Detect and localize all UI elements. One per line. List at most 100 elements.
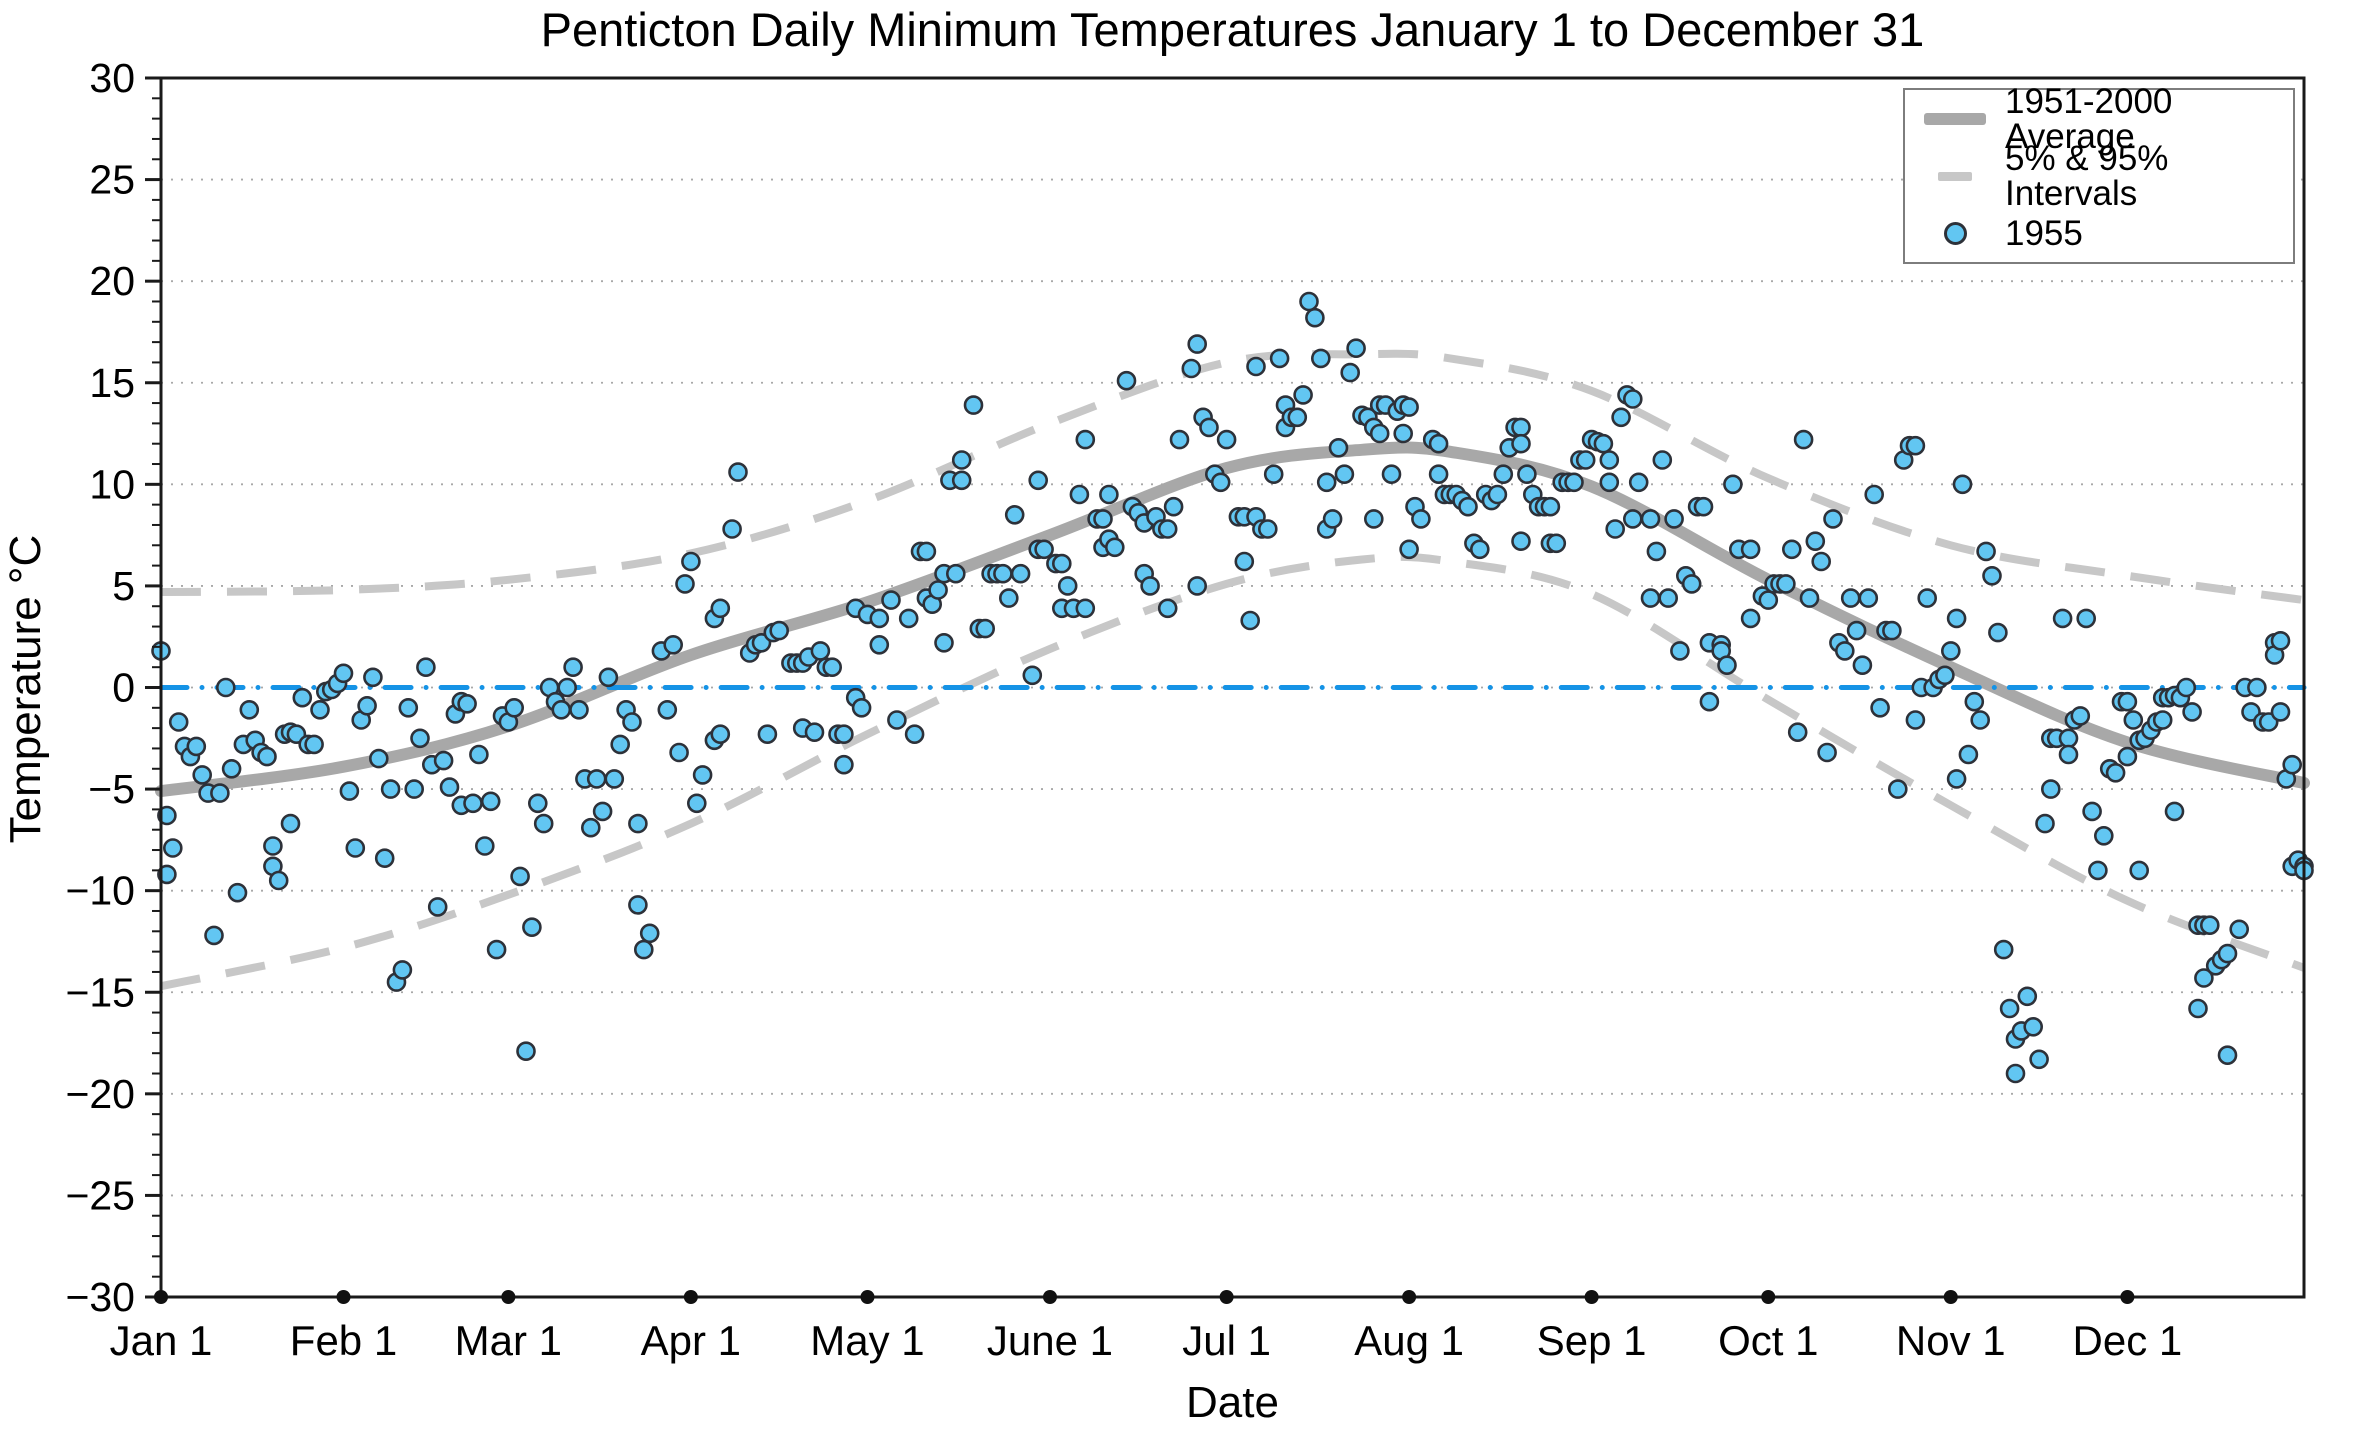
legend-item-1955: 1955 bbox=[1905, 205, 2293, 261]
data-point bbox=[1399, 397, 1419, 417]
data-point bbox=[834, 724, 854, 745]
data-point bbox=[1693, 496, 1714, 517]
y-tick-label: 25 bbox=[89, 157, 135, 203]
data-point bbox=[1811, 551, 1831, 572]
y-tick-label: 20 bbox=[89, 258, 135, 304]
data-point bbox=[1758, 590, 1779, 610]
data-point bbox=[227, 882, 248, 903]
data-point bbox=[463, 793, 483, 814]
legend-label: 1951-2000 Average bbox=[2005, 82, 2173, 156]
data-point bbox=[1511, 531, 1531, 552]
data-point bbox=[1658, 588, 1678, 608]
data-point bbox=[516, 1041, 536, 1061]
data-point bbox=[1870, 697, 1890, 718]
x-axis-label: Date bbox=[1186, 1378, 1279, 1427]
data-point bbox=[692, 765, 713, 785]
data-point bbox=[2217, 1045, 2238, 1065]
data-point bbox=[1305, 307, 1325, 328]
data-point bbox=[1210, 472, 1231, 493]
data-point bbox=[157, 864, 177, 885]
x-tick-label: May 1 bbox=[810, 1317, 924, 1364]
data-point bbox=[1399, 539, 1419, 560]
data-point bbox=[1864, 484, 1884, 505]
data-point bbox=[669, 742, 689, 763]
data-point bbox=[834, 754, 854, 775]
month-tick-dot bbox=[501, 1290, 516, 1304]
data-point bbox=[2029, 1049, 2049, 1070]
data-point bbox=[2247, 677, 2267, 698]
data-point bbox=[1646, 541, 1667, 562]
month-tick-dot bbox=[336, 1290, 351, 1304]
data-point bbox=[163, 838, 183, 858]
data-point bbox=[769, 620, 790, 641]
data-point bbox=[1511, 433, 1531, 454]
data-point bbox=[192, 765, 212, 785]
data-point bbox=[1787, 722, 1808, 743]
data-point bbox=[1105, 537, 1125, 558]
data-point bbox=[945, 563, 966, 584]
month-tick-dot bbox=[1761, 1290, 1776, 1304]
interval-line bbox=[160, 349, 2305, 605]
data-point bbox=[1605, 519, 1625, 539]
data-point bbox=[963, 395, 984, 415]
data-point bbox=[410, 728, 430, 749]
data-point bbox=[480, 791, 501, 812]
average-line-swatch bbox=[1905, 113, 2005, 125]
data-point bbox=[398, 697, 419, 718]
y-tick-label: 30 bbox=[89, 55, 135, 101]
x-tick-label: Sep 1 bbox=[1537, 1317, 1647, 1364]
data-point bbox=[1393, 423, 1413, 444]
x-tick-label: Jul 1 bbox=[1182, 1317, 1271, 1364]
data-point bbox=[663, 634, 684, 655]
data-point bbox=[1982, 565, 2002, 586]
data-point bbox=[1905, 710, 1926, 730]
data-point bbox=[551, 699, 572, 720]
data-point bbox=[904, 724, 925, 745]
x-tick-label: Apr 1 bbox=[641, 1317, 741, 1364]
data-point bbox=[363, 667, 383, 688]
month-tick-dot bbox=[154, 1290, 168, 1304]
data-point bbox=[675, 574, 695, 594]
data-point bbox=[157, 805, 177, 826]
data-point bbox=[239, 699, 260, 720]
data-point bbox=[757, 724, 778, 745]
data-point bbox=[1599, 472, 1620, 493]
data-point bbox=[368, 748, 389, 769]
legend-label: 5% & 95% Intervals bbox=[2005, 139, 2169, 213]
y-tick-label: 10 bbox=[89, 461, 135, 507]
data-point bbox=[810, 641, 831, 661]
data-point bbox=[216, 677, 236, 698]
data-point bbox=[1628, 472, 1649, 493]
y-tick-label: −20 bbox=[65, 1071, 135, 1117]
data-point bbox=[1740, 608, 1761, 629]
data-point bbox=[1411, 509, 1431, 529]
data-point bbox=[2094, 825, 2114, 846]
data-point bbox=[1157, 598, 1178, 619]
data-point bbox=[263, 836, 283, 856]
data-point bbox=[1670, 641, 1690, 661]
data-point bbox=[2164, 801, 2185, 822]
y-tick-label: −10 bbox=[65, 868, 135, 914]
data-point bbox=[2052, 608, 2073, 629]
legend-label: 1955 bbox=[2005, 213, 2083, 253]
data-point bbox=[1028, 470, 1048, 491]
data-point bbox=[1334, 464, 1355, 485]
data-point bbox=[1593, 433, 1614, 454]
x-tick-label: Aug 1 bbox=[1354, 1317, 1464, 1364]
data-point bbox=[1805, 531, 1826, 552]
average-line bbox=[155, 441, 2310, 798]
data-point bbox=[2005, 1063, 2026, 1084]
data-point bbox=[592, 801, 613, 822]
data-point bbox=[1664, 509, 1684, 529]
data-point bbox=[1187, 334, 1207, 354]
data-point bbox=[1263, 464, 1284, 485]
data-point bbox=[1187, 576, 1207, 596]
data-point bbox=[1988, 622, 2008, 643]
month-tick-dot bbox=[2120, 1290, 2135, 1304]
data-point bbox=[1835, 641, 1855, 661]
data-point bbox=[951, 470, 972, 491]
data-point bbox=[2076, 608, 2096, 629]
data-point bbox=[1952, 474, 1973, 495]
data-point bbox=[1717, 655, 1737, 676]
data-point bbox=[2082, 801, 2102, 822]
